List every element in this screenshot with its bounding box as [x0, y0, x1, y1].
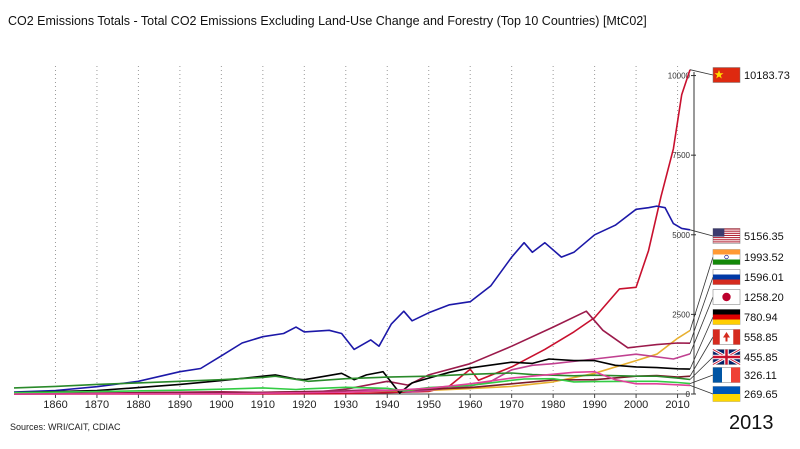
- china-flag: [712, 67, 741, 83]
- russia-flag-blue: [713, 274, 740, 280]
- leader-line-canada: [689, 336, 714, 377]
- source-note: Sources: WRI/CAIT, CDIAC: [10, 422, 121, 432]
- germany-flag-black: [713, 309, 740, 315]
- end-value-label-usa: 5156.35: [744, 231, 784, 243]
- leader-line-ukraine: [689, 385, 714, 395]
- canada-flag-leaf: [723, 332, 730, 342]
- usa-flag-stripe: [713, 241, 740, 243]
- usa-flag-canton: [713, 228, 725, 237]
- ukraine-flag-yellow: [713, 394, 740, 402]
- x-tick-label-1950: 1950: [416, 399, 440, 411]
- legend-entry-india: [712, 249, 741, 265]
- leader-line-france: [689, 374, 714, 384]
- france-flag-red: [731, 367, 740, 383]
- x-tick-label-1930: 1930: [334, 399, 358, 411]
- germany-flag-red: [713, 314, 740, 320]
- end-value-label-uk: 455.85: [744, 352, 778, 364]
- series-line-ukraine: [13, 370, 691, 395]
- uk-flag-cross-red: [713, 349, 740, 365]
- leader-line-japan: [689, 296, 714, 355]
- x-tick-label-1900: 1900: [209, 399, 233, 411]
- china-flag-star: [714, 70, 724, 79]
- legend-entry-france: [712, 367, 741, 383]
- x-tick-label-1970: 1970: [499, 399, 523, 411]
- grid-layer: [54, 66, 679, 394]
- india-flag-green: [713, 259, 740, 265]
- legend-entry-japan: [712, 289, 741, 305]
- end-value-label-india: 1993.52: [744, 252, 784, 264]
- legend-entry-russia: [712, 269, 741, 285]
- series-line-china: [14, 69, 691, 395]
- usa-flag-stripe: [713, 228, 740, 230]
- india-flag-chakra: [724, 254, 729, 260]
- y-tick-label-2500: 2500: [672, 310, 690, 319]
- usa-flag-stripe: [713, 232, 740, 234]
- india-flag-saffron: [713, 249, 740, 255]
- end-value-label-canada: 558.85: [744, 332, 778, 344]
- canada-flag-left: [713, 329, 720, 345]
- leader-line-usa: [689, 229, 714, 237]
- axis-layer: 1860 1870 1880 1890 1900 1910 1920 1930 1940 1950…: [14, 72, 696, 411]
- end-value-label-china: 10183.73: [744, 70, 790, 82]
- chart-title: CO2 Emissions Totals - Total CO2 Emissio…: [8, 14, 647, 28]
- usa-flag-stripe: [713, 230, 740, 232]
- x-tick-label-1920: 1920: [292, 399, 316, 411]
- leader-line-russia: [689, 276, 714, 344]
- leader-line-uk: [689, 356, 714, 380]
- usa-flag-stripe: [713, 239, 740, 241]
- france-flag-blue: [713, 367, 722, 383]
- end-value-label-ukraine: 269.65: [744, 389, 778, 401]
- x-tick-label-1860: 1860: [43, 399, 67, 411]
- x-tick-label-1940: 1940: [375, 399, 399, 411]
- leader-line-india: [689, 256, 714, 331]
- ukraine-flag-blue: [713, 386, 740, 394]
- end-value-label-france: 326.11: [744, 370, 777, 382]
- leader-line-germany: [689, 316, 714, 370]
- legend-entry-ukraine: [712, 386, 741, 402]
- end-value-label-japan: 1258.20: [744, 292, 784, 304]
- x-tick-label-1870: 1870: [85, 399, 109, 411]
- canada-flag-right: [733, 329, 740, 345]
- legend-entry-canada: [712, 329, 741, 345]
- x-tick-label-2010: 2010: [665, 399, 689, 411]
- y-tick-label-5000: 5000: [672, 231, 690, 240]
- y-tick-label-0: 0: [686, 390, 691, 399]
- legend-entry-germany: [712, 309, 741, 325]
- x-tick-label-1880: 1880: [126, 399, 150, 411]
- leader-line-china: [689, 69, 714, 76]
- end-value-legend: 10183.73 5156.35 1993.52 1596.01 1258.20 780.…: [689, 67, 790, 402]
- legend-entry-uk: [712, 348, 741, 366]
- end-value-label-germany: 780.94: [744, 312, 778, 324]
- japan-flag-disc: [722, 292, 731, 302]
- y-tick-label-7500: 7500: [672, 151, 690, 160]
- series-line-uk: [13, 372, 691, 389]
- series-layer: [13, 69, 691, 395]
- year-readout: 2013: [729, 412, 774, 434]
- x-tick-label-1960: 1960: [458, 399, 482, 411]
- x-tick-label-2000: 2000: [624, 399, 648, 411]
- x-tick-label-1990: 1990: [582, 399, 606, 411]
- germany-flag-gold: [713, 319, 740, 325]
- legend-entry-usa: [712, 228, 741, 244]
- end-value-label-russia: 1596.01: [744, 272, 784, 284]
- series-line-usa: [13, 205, 691, 393]
- russia-flag-red: [713, 279, 740, 285]
- y-tick-label-10000: 10000: [668, 72, 691, 81]
- x-tick-label-1910: 1910: [251, 399, 275, 411]
- legend-entry-china: [712, 67, 741, 83]
- usa-flag-stripe: [713, 237, 740, 239]
- x-tick-label-1980: 1980: [541, 399, 565, 411]
- x-tick-label-1890: 1890: [168, 399, 192, 411]
- usa-flag-stripe: [713, 234, 740, 236]
